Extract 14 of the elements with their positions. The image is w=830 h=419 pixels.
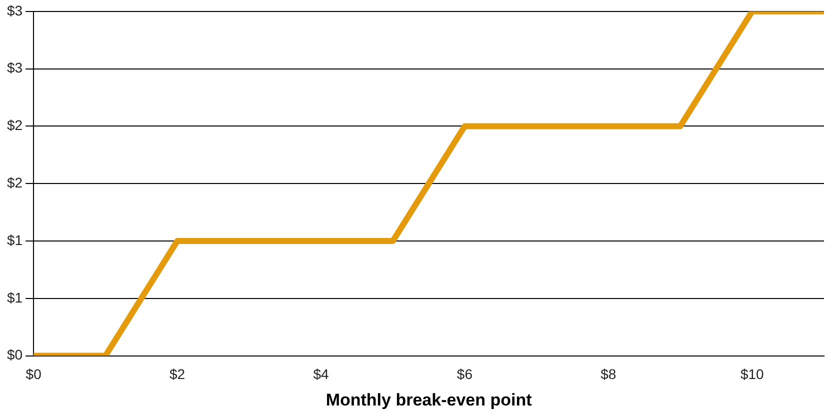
x-axis-title: Monthly break-even point <box>326 390 532 410</box>
x-tick-label: $6 <box>456 366 473 382</box>
y-tick-label: $2 <box>6 174 23 190</box>
x-tick-label: $4 <box>313 366 329 382</box>
y-tick-label: $3 <box>6 2 23 18</box>
x-tick-label: $10 <box>740 366 764 382</box>
y-tick-label: $0 <box>6 346 23 363</box>
y-tick-label: $2 <box>6 117 23 134</box>
x-tick-label: $0 <box>26 366 42 382</box>
y-tick-label: $1 <box>6 289 23 306</box>
x-tick-label: $8 <box>600 366 616 382</box>
y-tick-label: $1 <box>6 232 23 248</box>
x-tick-label: $2 <box>169 366 186 382</box>
y-tick-label: $3 <box>6 60 23 76</box>
